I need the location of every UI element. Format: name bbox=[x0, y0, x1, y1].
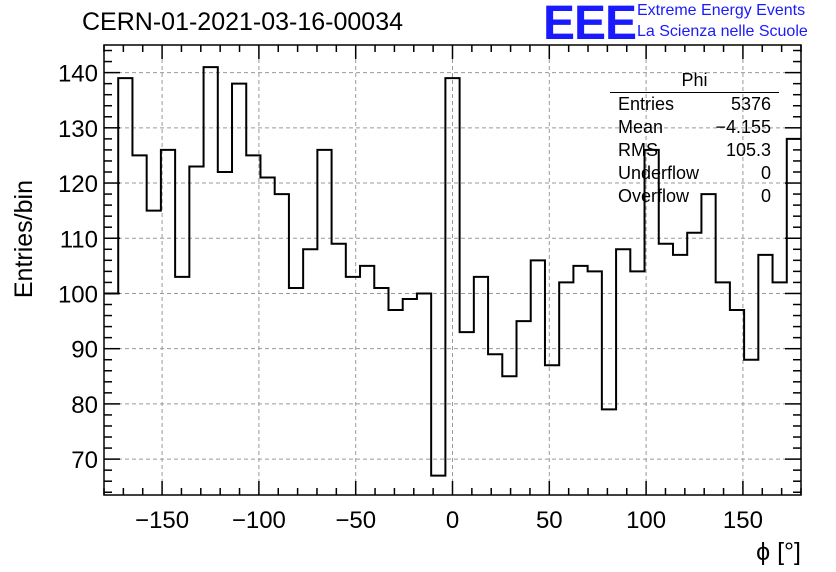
x-tick-labels: −150 −100 −50 0 50 100 150 bbox=[135, 507, 763, 534]
y-axis-label: Entries/bin bbox=[10, 180, 38, 298]
y-tick-label: 80 bbox=[71, 392, 98, 419]
stats-label: RMS bbox=[618, 140, 658, 160]
y-tick-label: 130 bbox=[58, 116, 98, 143]
stats-value: 0 bbox=[760, 186, 771, 206]
stats-title: Phi bbox=[610, 70, 779, 93]
stats-value: 0 bbox=[760, 163, 771, 183]
x-tick-label: 100 bbox=[626, 507, 666, 534]
stats-value: −4.155 bbox=[715, 117, 771, 137]
stats-row-underflow: Underflow 0 bbox=[607, 162, 779, 185]
histogram-line bbox=[104, 66, 801, 477]
grid-lines bbox=[104, 45, 801, 495]
chart-title: CERN-01-2021-03-16-00034 bbox=[82, 8, 404, 36]
axis-ticks bbox=[103, 45, 802, 495]
stats-label: Overflow bbox=[618, 186, 690, 206]
stats-label: Underflow bbox=[618, 163, 700, 183]
y-tick-label: 90 bbox=[71, 337, 98, 364]
stats-value: 5376 bbox=[730, 94, 771, 114]
stats-row-mean: Mean −4.155 bbox=[607, 116, 779, 139]
x-tick-label: −150 bbox=[135, 507, 189, 534]
stats-row-entries: Entries 5376 bbox=[607, 93, 779, 116]
x-tick-label: 50 bbox=[536, 507, 563, 534]
logo-line-2: La Scienza nelle Scuole bbox=[637, 23, 808, 40]
y-tick-labels: 70 80 90 100 110 120 130 140 bbox=[58, 61, 98, 475]
y-tick-label: 110 bbox=[60, 226, 98, 253]
stats-row-overflow: Overflow 0 bbox=[607, 185, 779, 208]
stats-label: Mean bbox=[618, 117, 664, 137]
y-tick-label: 120 bbox=[58, 171, 98, 198]
y-tick-label: 140 bbox=[58, 61, 98, 88]
stats-row-rms: RMS 105.3 bbox=[607, 139, 779, 162]
x-tick-label: 0 bbox=[446, 507, 459, 534]
logo-line-1: Extreme Energy Events bbox=[637, 2, 806, 19]
stats-value: 105.3 bbox=[725, 140, 771, 160]
stats-box: Phi Entries 5376 Mean −4.155 RMS 105.3 U… bbox=[607, 70, 779, 208]
x-tick-label: 150 bbox=[723, 507, 763, 534]
x-tick-label: −50 bbox=[335, 507, 376, 534]
eee-logo: EEE bbox=[543, 0, 637, 50]
x-tick-label: −100 bbox=[232, 507, 286, 534]
stats-label: Entries bbox=[618, 94, 675, 114]
y-tick-label: 70 bbox=[71, 447, 98, 474]
x-axis-label: ϕ [°] bbox=[756, 538, 801, 566]
y-tick-label: 100 bbox=[58, 281, 98, 308]
